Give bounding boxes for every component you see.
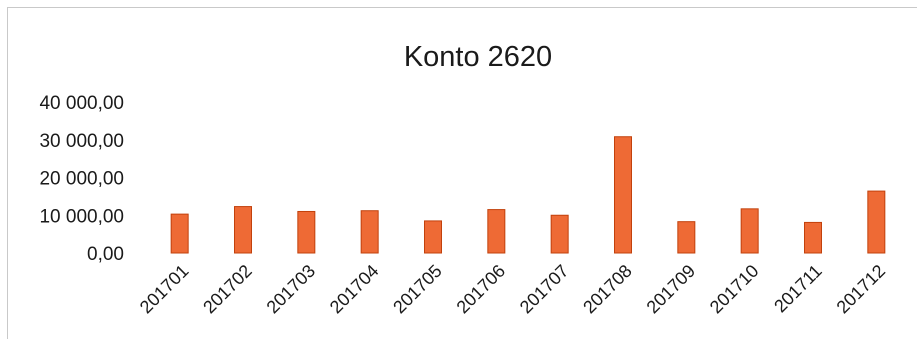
x-tick-label: 201704: [326, 261, 383, 318]
bar-201703: [297, 210, 316, 254]
x-tick-label: 201711: [770, 261, 826, 317]
bar-201712: [867, 190, 886, 254]
x-tick-label: 201703: [263, 261, 320, 318]
bar-201702: [234, 206, 252, 254]
y-tick-label: 20 000,00: [39, 169, 124, 190]
y-axis: 0,00 10 000,00 20 000,00 30 000,00 40 000,00: [39, 93, 124, 265]
x-tick-label: 201706: [453, 261, 510, 318]
x-tick-label: 201702: [199, 261, 256, 318]
bar-201708: [614, 136, 632, 254]
bar-201704: [360, 210, 379, 254]
x-tick-label: 201712: [833, 261, 890, 318]
y-tick-label: 40 000,00: [39, 93, 124, 114]
bar-201711: [804, 221, 822, 254]
bar-201705: [424, 220, 442, 254]
y-tick-label: 30 000,00: [39, 131, 124, 152]
x-tick-label: 201701: [136, 261, 193, 318]
bars: [170, 136, 886, 254]
bar-201707: [550, 214, 569, 254]
bar-201706: [487, 209, 506, 254]
bar-201701: [170, 213, 189, 254]
x-tick-label: 201709: [643, 261, 700, 318]
x-tick-label: 201710: [706, 261, 763, 318]
bar-201709: [677, 221, 696, 254]
x-axis: 201701 201702 201703 201704 201705 201706 2017…: [136, 261, 889, 318]
x-tick-label: 201705: [389, 261, 446, 318]
x-tick-label: 201708: [579, 261, 636, 318]
y-tick-label: 10 000,00: [39, 206, 124, 227]
y-tick-label: 0,00: [87, 244, 124, 265]
bar-chart: Konto 2620 0,00 10 000,00 20 000,00 30 000,…: [39, 41, 889, 318]
chart-frame: Konto 2620 0,00 10 000,00 20 000,00 30 000,…: [7, 7, 917, 339]
chart-title: Konto 2620: [404, 41, 552, 73]
bar-201710: [740, 208, 759, 254]
x-tick-label: 201707: [516, 261, 573, 318]
